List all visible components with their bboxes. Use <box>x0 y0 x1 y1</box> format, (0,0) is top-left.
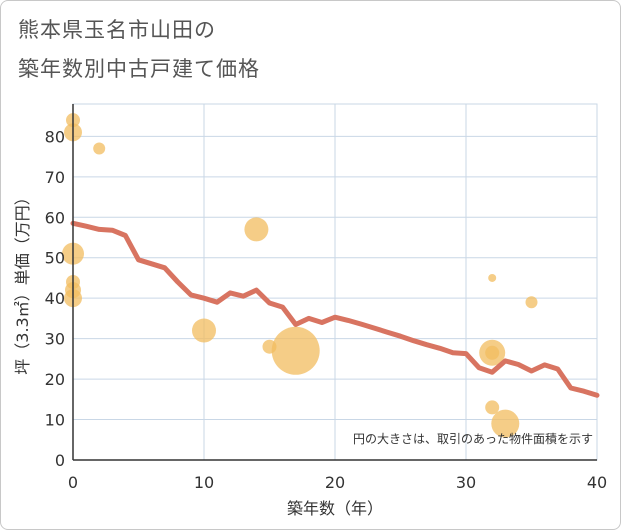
data-bubble <box>485 345 500 360</box>
tick-labels: 0 10 20 30 40 0 10 20 30 40 50 60 70 80 <box>45 127 608 492</box>
y-tick-label: 60 <box>45 208 65 227</box>
data-bubble <box>271 326 320 375</box>
data-bubble <box>192 318 216 343</box>
y-tick-label: 30 <box>45 330 65 349</box>
axes <box>72 104 597 461</box>
data-bubble <box>244 217 269 242</box>
y-tick-label: 40 <box>45 289 65 308</box>
data-bubble <box>485 400 500 415</box>
x-tick-label: 40 <box>587 473 607 492</box>
chart-title-line1: 熊本県玉名市山田の <box>18 18 216 42</box>
data-bubble <box>93 142 106 155</box>
y-tick-label: 50 <box>45 249 65 268</box>
bubble-size-note: 円の大きさは、取引のあった物件面積を示す <box>353 431 593 446</box>
price-line-series <box>70 220 600 398</box>
y-tick-label: 10 <box>45 411 65 430</box>
x-tick-label: 20 <box>325 473 345 492</box>
x-tick-label: 10 <box>194 473 214 492</box>
x-axis-label: 築年数（年） <box>287 499 383 518</box>
y-axis-label: 坪（3.3㎡）単価（万円） <box>13 189 32 374</box>
y-tick-label: 80 <box>45 127 65 146</box>
grid-lines <box>72 103 598 461</box>
y-tick-label: 20 <box>45 370 65 389</box>
x-tick-label: 30 <box>456 473 476 492</box>
price-line <box>70 220 600 398</box>
y-tick-label: 70 <box>45 168 65 187</box>
data-bubble <box>491 409 520 438</box>
data-bubble <box>488 273 497 282</box>
data-bubble <box>525 296 538 309</box>
y-tick-label: 0 <box>55 451 65 470</box>
chart-title-line2: 築年数別中古戸建て価格 <box>18 57 260 81</box>
x-tick-label: 0 <box>68 473 78 492</box>
